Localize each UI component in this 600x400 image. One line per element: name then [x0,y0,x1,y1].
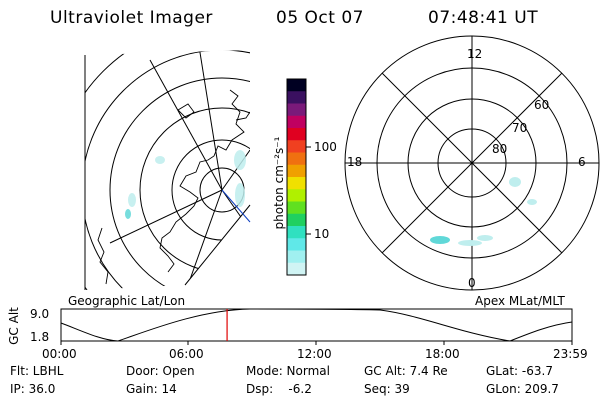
mlat-label-80: 80 [492,142,508,156]
colorbar-segment [287,250,306,264]
date-label: 05 Oct 07 [276,8,364,28]
colorbar-segment [287,164,306,178]
mlt-label-18: 18 [347,155,363,169]
x-tick-2359: 23:59 [553,347,588,361]
colorbar-segment [287,140,306,153]
glat-info: GLat: -63.7 [486,364,553,378]
geographic-coords-label: Geographic Lat/Lon [68,294,186,308]
gc-alt-axis-label: GC Alt [7,307,21,345]
apex-coords-label: Apex MLat/MLT [475,294,565,308]
colorbar-segment [287,238,306,251]
colorbar-segment [287,226,306,239]
colorbar-segment [287,213,306,227]
colorbar-segment [287,115,306,129]
gain-info: Gain: 14 [126,382,177,396]
colorbar-segment [287,189,306,202]
colorbar-segment [287,177,306,190]
gc-alt-info: GC Alt: 7.4 Re [364,364,448,378]
x-tick-1800: 18:00 [425,347,460,361]
x-tick-0000: 00:00 [42,347,77,361]
altitude-timeline [60,308,573,345]
colorbar-segment [287,91,306,104]
mlat-label-70: 70 [512,121,528,135]
y-tick-9: 9.0 [30,307,50,321]
colorbar-segment [287,103,306,117]
glon-info: GLon: 209.7 [486,382,559,396]
mlat-label-60: 60 [534,98,550,112]
filter-info: Flt: LBHL [10,364,64,378]
y-tick-1-8: 1.8 [30,330,50,344]
mlt-label-0: 0 [468,276,476,290]
instrument-title: Ultraviolet Imager [50,8,213,28]
time-label: 07:48:41 UT [428,8,539,28]
colorbar-segment [287,201,306,215]
colorbar-segment [287,262,306,276]
colorbar-tick-100: 100 [314,140,337,154]
x-tick-0600: 06:00 [169,347,204,361]
colorbar-unit-label: photon cm⁻²s⁻¹ [272,136,286,230]
door-info: Door: Open [126,364,195,378]
dsp-info: Dsp: -6.2 [246,382,312,396]
mlt-label-6: 6 [578,155,586,169]
mode-info: Mode: Normal [246,364,330,378]
seq-info: Seq: 39 [364,382,410,396]
color-scale-bar [286,78,311,276]
ip-info: IP: 36.0 [10,382,56,396]
colorbar-segment [287,79,306,92]
colorbar-segment [287,128,306,141]
colorbar-segment [287,152,306,166]
x-tick-1200: 12:00 [297,347,332,361]
magnetic-polar-plot [344,35,600,291]
colorbar-tick-10: 10 [314,227,330,241]
mlt-label-12: 12 [467,47,483,61]
